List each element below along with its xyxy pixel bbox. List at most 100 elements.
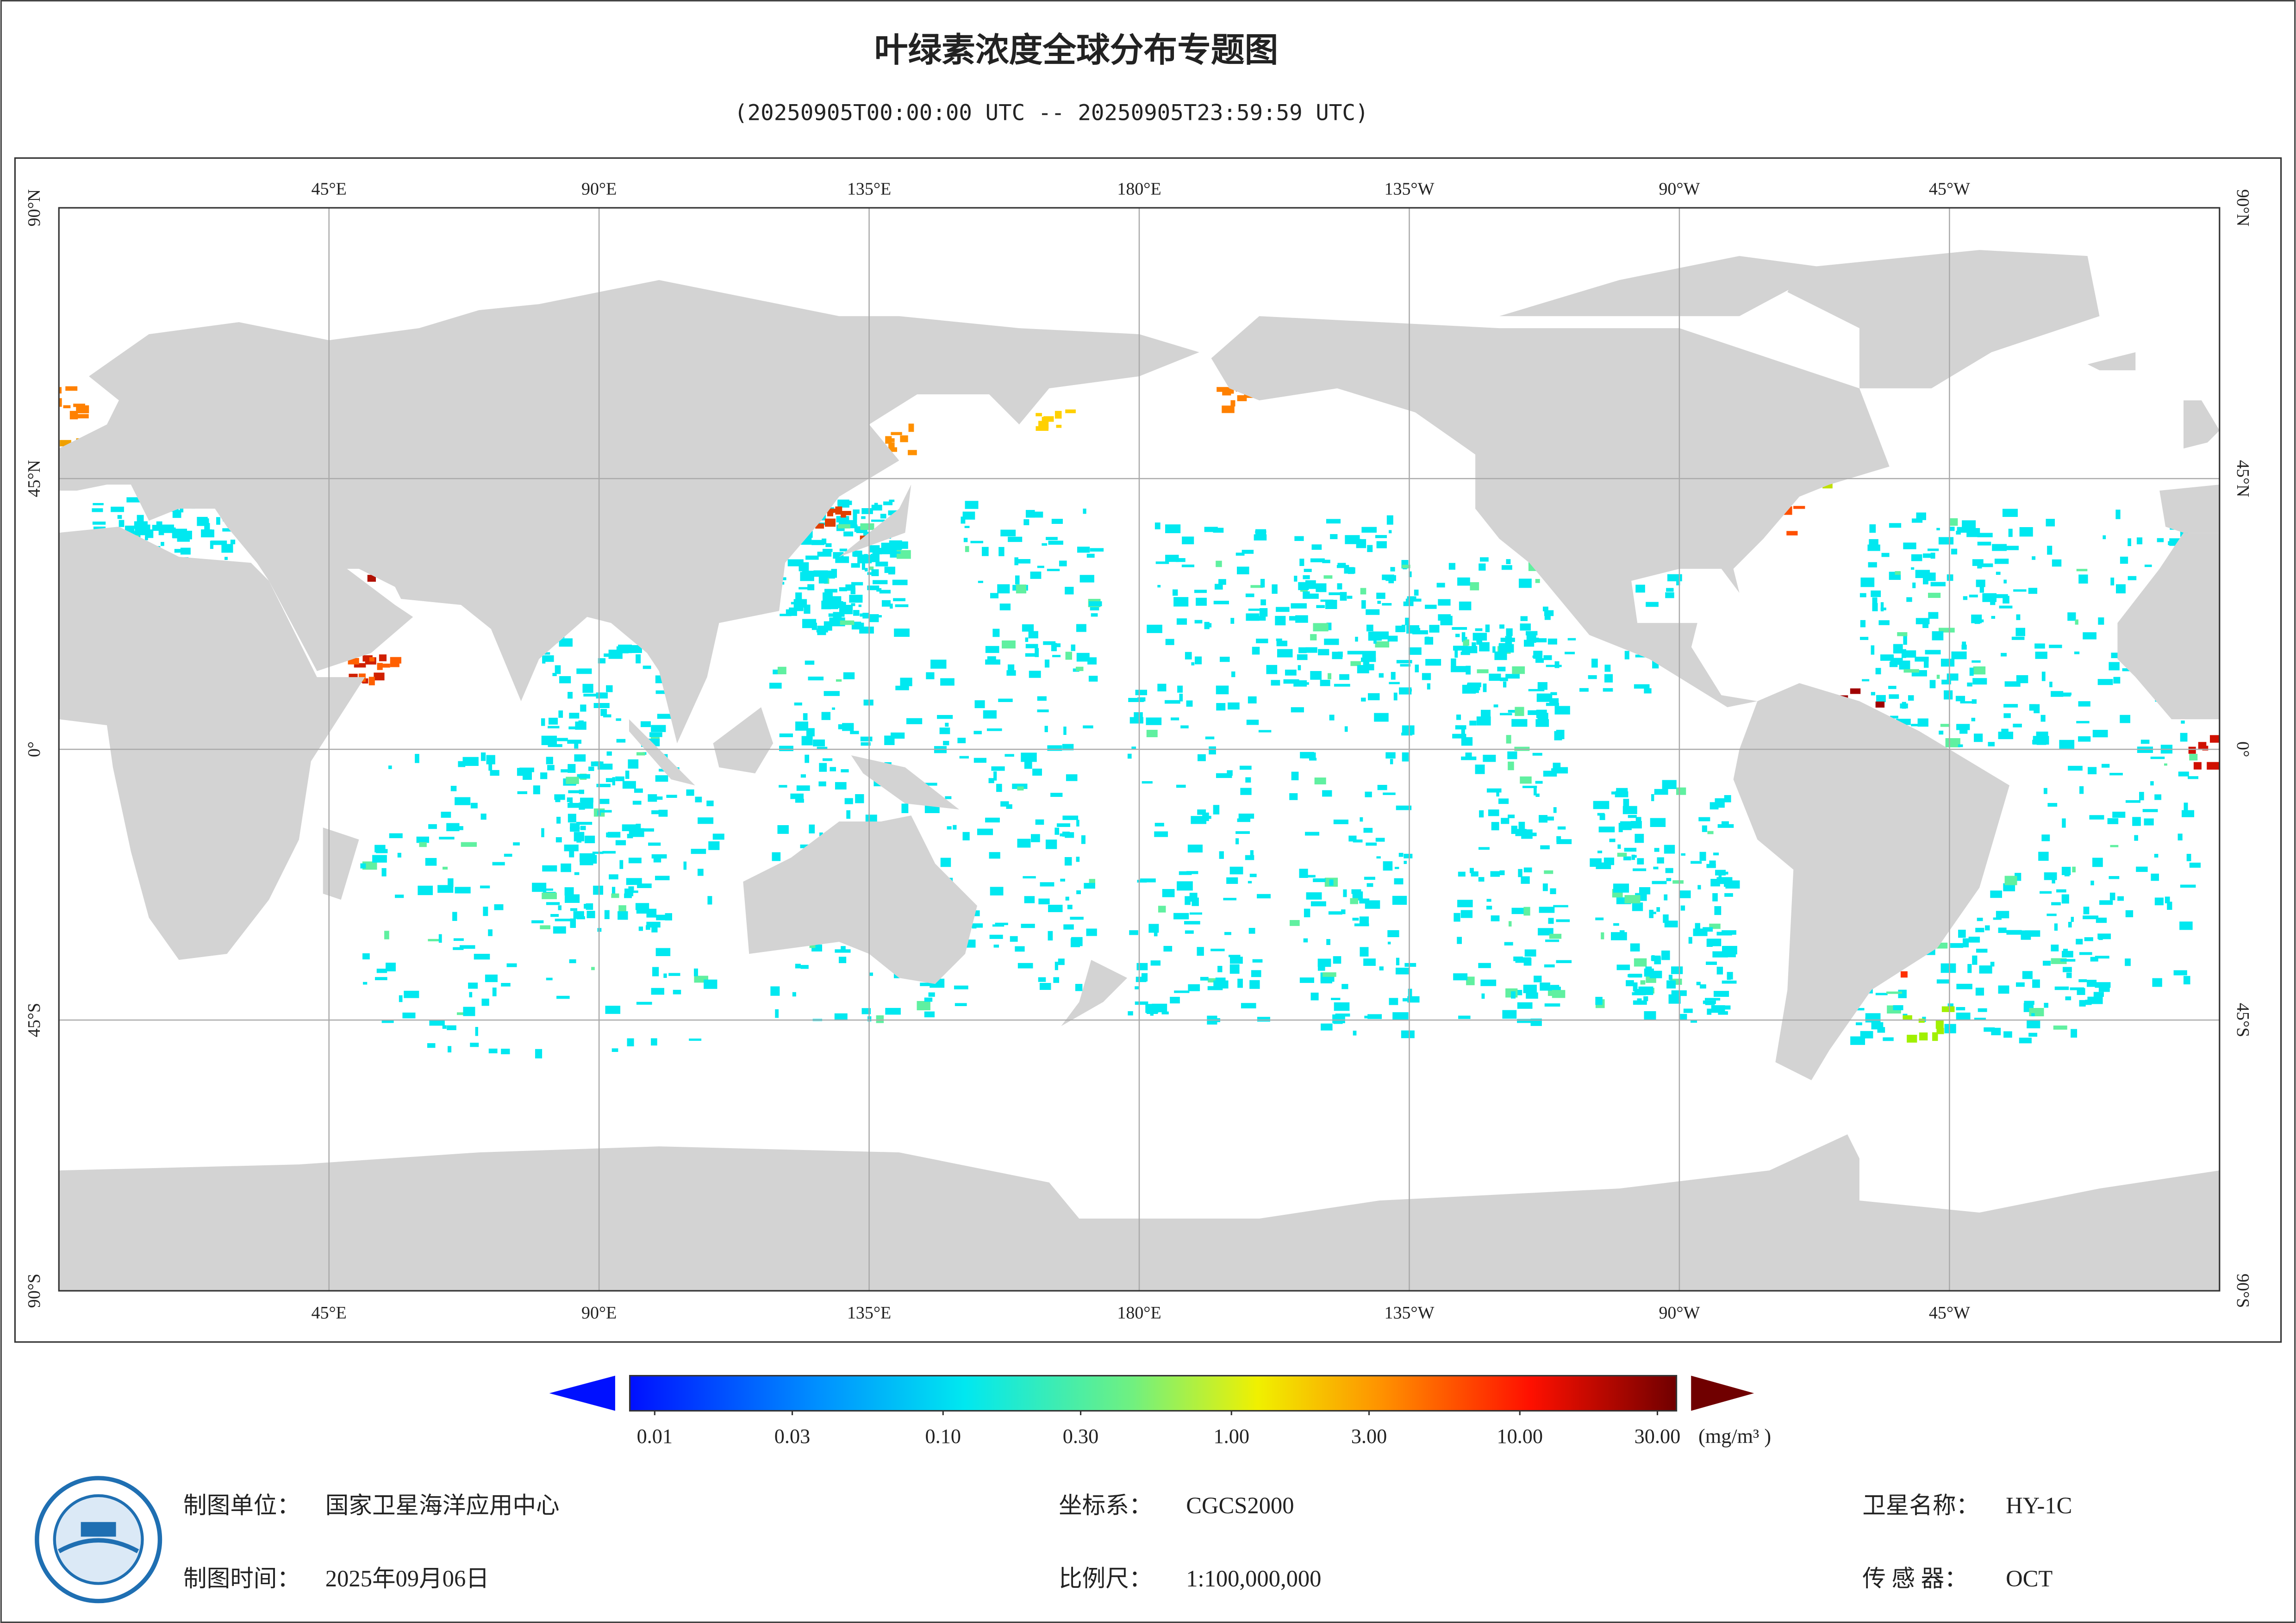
- chlorophyll-pixel: [1928, 592, 1941, 598]
- chlorophyll-pixel: [1245, 855, 1254, 860]
- chlorophyll-pixel: [556, 816, 561, 824]
- chlorophyll-pixel: [900, 435, 908, 442]
- chlorophyll-pixel: [1216, 560, 1222, 567]
- chlorophyll-pixel: [425, 858, 437, 866]
- chlorophyll-pixel: [561, 769, 574, 773]
- chlorophyll-pixel: [402, 1012, 416, 1019]
- chlorophyll-pixel: [2151, 873, 2159, 881]
- chlorophyll-pixel: [651, 1038, 657, 1046]
- chlorophyll-pixel: [593, 703, 610, 709]
- chlorophyll-pixel: [2041, 834, 2050, 841]
- colorbar-ticks: 0.01 0.03 0.10 0.30 1.00 3.00 10.00 30.00: [637, 1411, 1681, 1448]
- chlorophyll-pixel: [1454, 913, 1460, 922]
- chlorophyll-pixel: [818, 781, 826, 787]
- chlorophyll-pixel: [1520, 776, 1532, 784]
- chlorophyll-pixel: [985, 817, 1000, 823]
- chlorophyll-pixel: [2062, 951, 2073, 958]
- chlorophyll-pixel: [1517, 1019, 1532, 1023]
- chlorophyll-pixel: [817, 552, 832, 557]
- chlorophyll-pixel: [438, 934, 442, 943]
- chlorophyll-pixel: [1238, 814, 1254, 819]
- chlorophyll-pixel: [1008, 536, 1023, 542]
- chlorophyll-pixel: [1165, 639, 1174, 645]
- chlorophyll-pixel: [1598, 827, 1615, 833]
- chlorophyll-pixel: [2036, 731, 2048, 736]
- chlorophyll-pixel: [666, 795, 677, 798]
- chlorophyll-pixel: [1634, 958, 1647, 967]
- chlorophyll-pixel: [995, 922, 1008, 926]
- chlorophyll-pixel: [1542, 883, 1548, 891]
- chlorophyll-pixel: [1929, 680, 1936, 689]
- chlorophyll-pixel: [1722, 980, 1737, 984]
- chlorophyll-pixel: [2063, 967, 2072, 972]
- chlorophyll-pixel: [1469, 868, 1474, 873]
- chlorophyll-pixel: [1883, 1037, 1894, 1041]
- chlorophyll-pixel: [1396, 660, 1412, 664]
- chlorophyll-pixel: [1196, 597, 1207, 606]
- chlorophyll-pixel: [2052, 559, 2062, 567]
- chlorophyll-pixel: [706, 800, 714, 807]
- chlorophyll-pixel: [1425, 604, 1437, 609]
- chlorophyll-pixel: [1697, 885, 1701, 889]
- chlorophyll-pixel: [1523, 640, 1535, 647]
- chlorophyll-pixel: [1652, 955, 1655, 961]
- chlorophyll-pixel: [1035, 819, 1044, 825]
- chlorophyll-pixel: [2083, 632, 2096, 640]
- chlorophyll-pixel: [568, 814, 576, 823]
- chlorophyll-pixel: [655, 876, 670, 881]
- chlorophyll-pixel: [1363, 661, 1370, 669]
- colorbar-tick-label: 30.00: [1635, 1425, 1681, 1448]
- chlorophyll-pixel: [1025, 637, 1029, 642]
- chlorophyll-pixel: [1706, 961, 1717, 965]
- chlorophyll-pixel: [462, 757, 479, 766]
- chlorophyll-pixel: [1135, 986, 1139, 989]
- chlorophyll-pixel: [1395, 625, 1404, 633]
- chlorophyll-pixel: [1379, 966, 1384, 970]
- chlorophyll-pixel: [375, 977, 387, 981]
- chlorophyll-pixel: [1515, 707, 1524, 716]
- chlorophyll-pixel: [1205, 623, 1212, 628]
- chlorophyll-pixel: [369, 657, 375, 662]
- chlorophyll-pixel: [2128, 576, 2137, 580]
- chlorophyll-pixel: [1368, 631, 1382, 641]
- chlorophyll-pixel: [1624, 651, 1629, 659]
- chlorophyll-pixel: [1400, 664, 1411, 667]
- chlorophyll-pixel: [1402, 725, 1415, 735]
- chlorophyll-pixel: [2154, 794, 2162, 800]
- chlorophyll-pixel: [1872, 603, 1878, 611]
- chlorophyll-pixel: [815, 523, 824, 529]
- chlorophyll-pixel: [1534, 787, 1537, 796]
- chlorophyll-pixel: [772, 852, 781, 861]
- chlorophyll-pixel: [1024, 761, 1032, 769]
- chlorophyll-pixel: [1664, 894, 1668, 901]
- chlorophyll-pixel: [1289, 793, 1298, 800]
- chlorophyll-pixel: [395, 895, 404, 898]
- chlorophyll-pixel: [885, 1007, 901, 1015]
- chlorophyll-pixel: [965, 546, 969, 552]
- chlorophyll-pixel: [2109, 772, 2123, 776]
- chlorophyll-pixel: [1546, 703, 1559, 706]
- chlorophyll-pixel: [1718, 1011, 1728, 1015]
- chlorophyll-pixel: [1556, 960, 1572, 964]
- chlorophyll-pixel: [1489, 673, 1501, 681]
- chlorophyll-pixel: [428, 824, 437, 829]
- chlorophyll-pixel: [1310, 634, 1317, 640]
- chlorophyll-pixel: [841, 946, 846, 951]
- chlorophyll-pixel: [1898, 989, 1907, 998]
- chlorophyll-pixel: [2025, 930, 2040, 937]
- chlorophyll-pixel: [2078, 979, 2087, 983]
- chlorophyll-pixel: [1621, 884, 1625, 888]
- chlorophyll-pixel: [2179, 921, 2193, 930]
- chlorophyll-pixel: [1335, 1014, 1350, 1017]
- chlorophyll-pixel: [997, 584, 1010, 594]
- chlorophyll-pixel: [1086, 553, 1095, 558]
- chlorophyll-pixel: [368, 677, 375, 685]
- chlorophyll-pixel: [683, 861, 687, 870]
- chlorophyll-pixel: [1476, 637, 1483, 645]
- chlorophyll-pixel: [1229, 964, 1240, 974]
- chlorophyll-pixel: [1170, 996, 1180, 1004]
- chlorophyll-pixel: [1350, 661, 1361, 666]
- chlorophyll-pixel: [1189, 893, 1198, 902]
- chlorophyll-pixel: [2041, 672, 2046, 681]
- chlorophyll-pixel: [769, 683, 782, 689]
